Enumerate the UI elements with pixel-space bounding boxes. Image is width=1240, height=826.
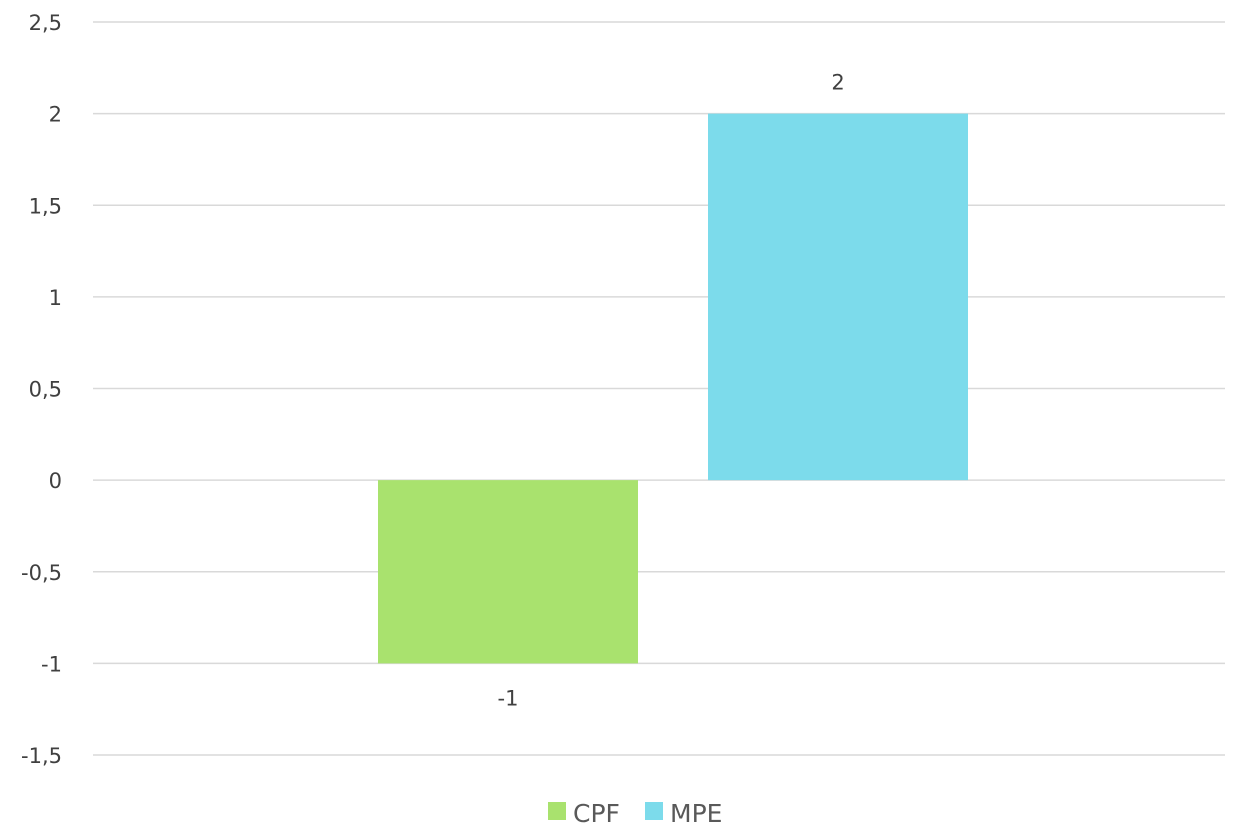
legend-swatch-cpf [548,802,566,820]
y-tick-label: 2,5 [29,11,62,35]
gridlines [93,21,1225,756]
y-tick-label: 2 [49,103,62,127]
data-labels: -1 2 [498,71,845,711]
legend-label-cpf: CPF [573,799,620,826]
y-tick-label: 0,5 [29,378,62,402]
y-tick-label: -1 [41,652,62,676]
bars [378,113,968,664]
legend-swatch-mpe [645,802,663,820]
y-tick-label: 1 [49,286,62,310]
y-tick-label: 0 [49,469,62,493]
legend: CPF MPE [548,799,722,826]
legend-label-mpe: MPE [670,799,722,826]
y-tick-label: -0,5 [21,561,62,585]
y-tick-label: 1,5 [29,194,62,218]
data-label-mpe: 2 [831,71,844,95]
y-tick-label: -1,5 [21,744,62,768]
bar-mpe [708,113,968,481]
bar-cpf [378,480,638,664]
y-axis-tick-labels: 2,5 2 1,5 1 0,5 0 -0,5 -1 -1,5 [21,11,62,768]
data-label-cpf: -1 [498,686,519,710]
